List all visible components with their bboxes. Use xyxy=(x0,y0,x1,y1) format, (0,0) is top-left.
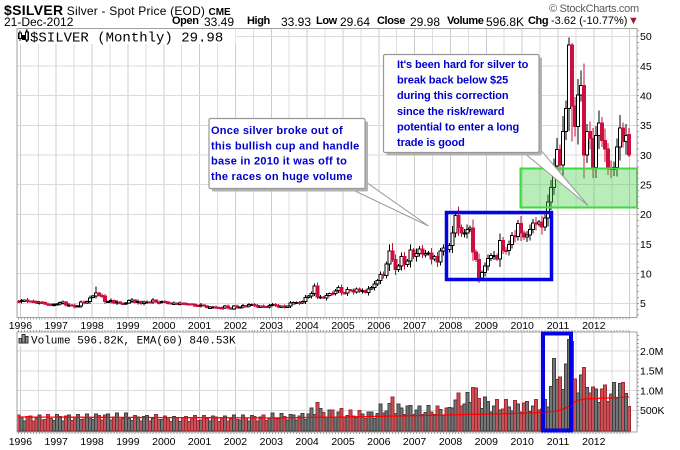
svg-text:20: 20 xyxy=(640,209,652,221)
svg-text:1997: 1997 xyxy=(45,320,69,332)
svg-text:35: 35 xyxy=(640,120,652,132)
svg-text:2002: 2002 xyxy=(224,320,248,332)
svg-text:500K: 500K xyxy=(640,405,665,417)
svg-text:50: 50 xyxy=(640,31,652,43)
svg-text:2012: 2012 xyxy=(582,320,606,332)
svg-text:10: 10 xyxy=(640,269,652,281)
svg-text:2011: 2011 xyxy=(547,436,570,448)
svg-text:2008: 2008 xyxy=(439,320,463,332)
svg-text:2003: 2003 xyxy=(260,436,284,448)
svg-text:2009: 2009 xyxy=(475,320,499,332)
svg-text:2010: 2010 xyxy=(511,436,535,448)
svg-text:40: 40 xyxy=(640,91,652,103)
svg-text:2000: 2000 xyxy=(152,436,176,448)
svg-text:2005: 2005 xyxy=(331,320,355,332)
svg-text:2004: 2004 xyxy=(295,320,319,332)
svg-text:2008: 2008 xyxy=(439,436,463,448)
svg-text:1997: 1997 xyxy=(45,436,69,448)
svg-text:15: 15 xyxy=(640,239,652,251)
svg-text:2001: 2001 xyxy=(188,320,212,332)
svg-text:30: 30 xyxy=(640,150,652,162)
svg-text:2001: 2001 xyxy=(188,436,212,448)
svg-text:5: 5 xyxy=(640,298,646,310)
svg-text:base in 2010 it was off to: base in 2010 it was off to xyxy=(211,156,347,168)
svg-text:2006: 2006 xyxy=(367,436,391,448)
svg-text:Volume 596.82K, EMA(60) 840.53: Volume 596.82K, EMA(60) 840.53K xyxy=(31,336,236,348)
svg-text:2011: 2011 xyxy=(547,320,570,332)
svg-text:trade is good: trade is good xyxy=(397,137,465,149)
svg-text:2012: 2012 xyxy=(582,436,606,448)
svg-text:Once silver broke out of: Once silver broke out of xyxy=(211,125,343,137)
svg-text:1998: 1998 xyxy=(80,436,104,448)
svg-text:the races on huge volume: the races on huge volume xyxy=(211,171,353,183)
svg-text:1999: 1999 xyxy=(116,436,140,448)
svg-text:2007: 2007 xyxy=(403,320,427,332)
svg-text:It's been hard for silver to: It's been hard for silver to xyxy=(397,59,529,71)
svg-text:1.5M: 1.5M xyxy=(640,366,663,378)
svg-text:$SILVER (Monthly) 29.98: $SILVER (Monthly) 29.98 xyxy=(30,31,223,47)
svg-text:1.0M: 1.0M xyxy=(640,385,663,397)
svg-text:during this correction: during this correction xyxy=(397,90,509,102)
svg-text:potential to enter a long: potential to enter a long xyxy=(397,121,519,133)
svg-text:this bullish cup and handle: this bullish cup and handle xyxy=(211,140,360,152)
svg-text:25: 25 xyxy=(640,180,652,192)
svg-text:2004: 2004 xyxy=(295,436,319,448)
svg-text:2007: 2007 xyxy=(403,436,427,448)
svg-text:break back below $25: break back below $25 xyxy=(397,75,508,87)
svg-text:1996: 1996 xyxy=(9,436,33,448)
svg-text:1998: 1998 xyxy=(80,320,104,332)
svg-text:2000: 2000 xyxy=(152,320,176,332)
svg-text:2010: 2010 xyxy=(511,320,535,332)
svg-text:2003: 2003 xyxy=(260,320,284,332)
svg-text:1999: 1999 xyxy=(116,320,140,332)
svg-text:since the risk/reward: since the risk/reward xyxy=(397,106,504,118)
svg-text:2009: 2009 xyxy=(475,436,499,448)
svg-text:1996: 1996 xyxy=(9,320,33,332)
svg-text:2.0M: 2.0M xyxy=(640,346,663,358)
svg-text:45: 45 xyxy=(640,61,652,73)
svg-text:2002: 2002 xyxy=(224,436,248,448)
svg-text:2005: 2005 xyxy=(331,436,355,448)
svg-text:2006: 2006 xyxy=(367,320,391,332)
